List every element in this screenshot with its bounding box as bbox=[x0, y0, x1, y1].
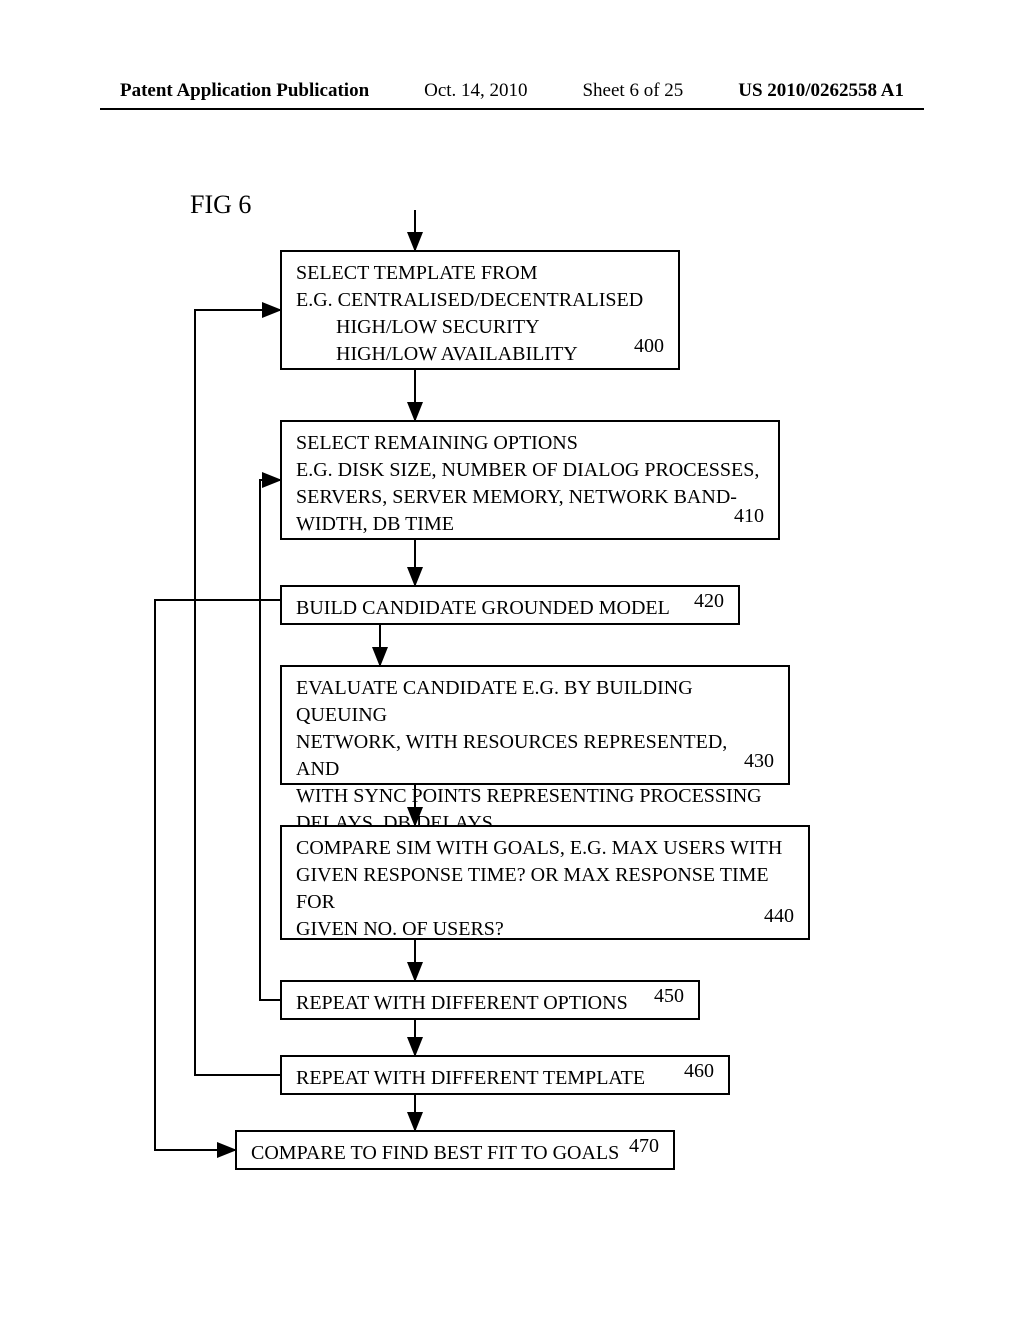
flowchart-arrows bbox=[0, 0, 1024, 1320]
